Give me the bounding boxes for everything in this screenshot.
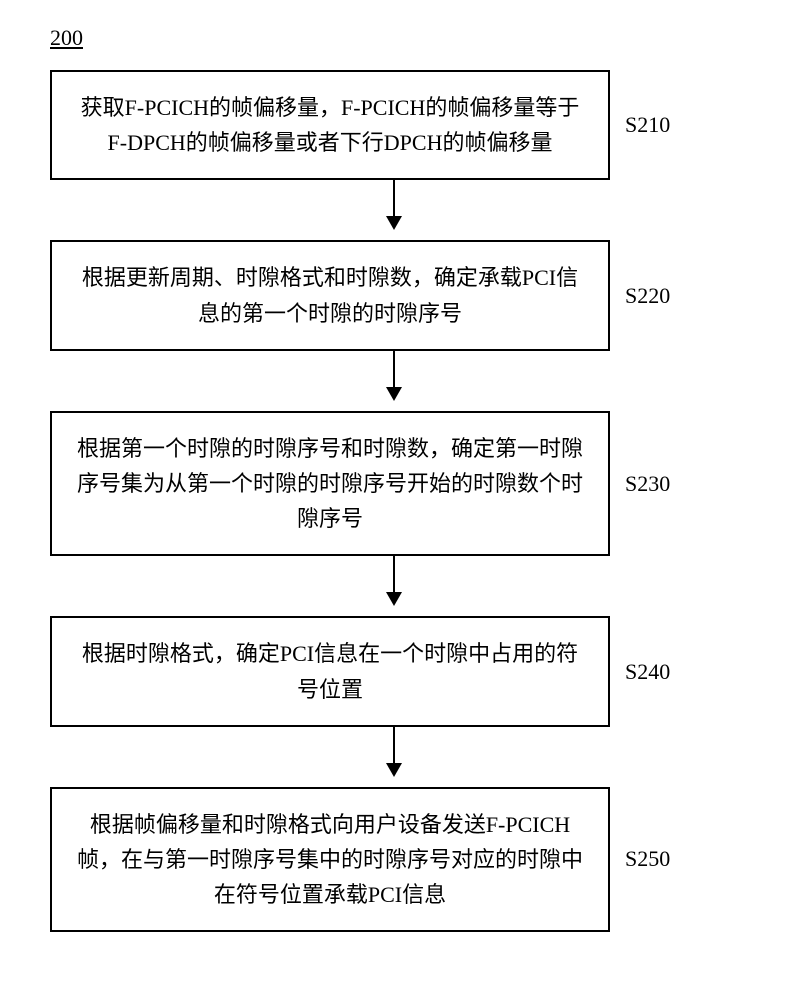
step-label-s240: S240 (625, 659, 670, 685)
step-box-s210: 获取F-PCICH的帧偏移量，F-PCICH的帧偏移量等于F-DPCH的帧偏移量… (50, 70, 610, 180)
arrow-container (114, 180, 674, 240)
arrow-container (114, 351, 674, 411)
step-box-s250: 根据帧偏移量和时隙格式向用户设备发送F-PCICH帧，在与第一时隙序号集中的时隙… (50, 787, 610, 933)
arrow-down-icon (393, 180, 395, 228)
arrow-down-icon (393, 727, 395, 775)
step-row: 获取F-PCICH的帧偏移量，F-PCICH的帧偏移量等于F-DPCH的帧偏移量… (50, 70, 738, 180)
step-row: 根据更新周期、时隙格式和时隙数，确定承载PCI信息的第一个时隙的时隙序号 S22… (50, 240, 738, 350)
step-row: 根据帧偏移量和时隙格式向用户设备发送F-PCICH帧，在与第一时隙序号集中的时隙… (50, 787, 738, 933)
step-label-s230: S230 (625, 471, 670, 497)
flowchart-container: 获取F-PCICH的帧偏移量，F-PCICH的帧偏移量等于F-DPCH的帧偏移量… (50, 70, 738, 932)
arrow-down-icon (393, 351, 395, 399)
step-label-s250: S250 (625, 846, 670, 872)
step-row: 根据第一个时隙的时隙序号和时隙数，确定第一时隙序号集为从第一个时隙的时隙序号开始… (50, 411, 738, 557)
step-row: 根据时隙格式，确定PCI信息在一个时隙中占用的符号位置 S240 (50, 616, 738, 726)
step-box-s220: 根据更新周期、时隙格式和时隙数，确定承载PCI信息的第一个时隙的时隙序号 (50, 240, 610, 350)
step-box-s230: 根据第一个时隙的时隙序号和时隙数，确定第一时隙序号集为从第一个时隙的时隙序号开始… (50, 411, 610, 557)
step-label-s210: S210 (625, 112, 670, 138)
figure-number-label: 200 (50, 25, 83, 51)
arrow-container (114, 727, 674, 787)
step-box-s240: 根据时隙格式，确定PCI信息在一个时隙中占用的符号位置 (50, 616, 610, 726)
step-label-s220: S220 (625, 283, 670, 309)
arrow-down-icon (393, 556, 395, 604)
arrow-container (114, 556, 674, 616)
